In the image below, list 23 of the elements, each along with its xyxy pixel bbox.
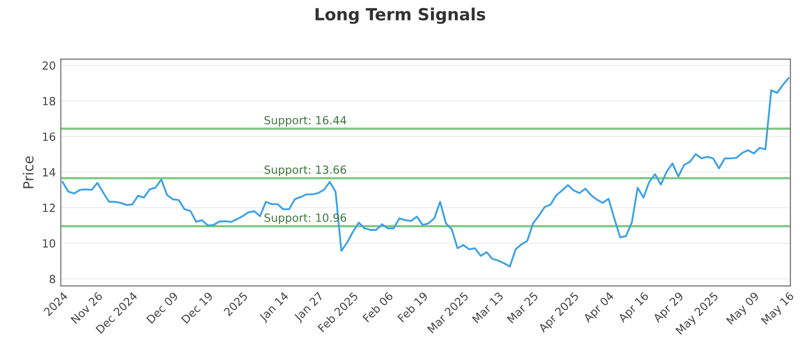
y-tick-label: 10 (43, 239, 56, 248)
y-tick-label: 12 (43, 204, 55, 212)
x-tick-label: Mar 25 (506, 292, 538, 324)
x-tick-label: Dec 09 (146, 292, 178, 324)
y-axis-title: Price (22, 156, 34, 188)
line-series (62, 77, 790, 268)
x-tick-label: Apr 04 (582, 291, 616, 324)
x-tick-label: Jan 27 (293, 292, 326, 324)
x-tick-label: Apr 29 (652, 292, 686, 324)
y-tick-label: 18 (43, 96, 56, 106)
y-tick-label: 14 (43, 168, 56, 176)
y-tick-label: 16 (43, 132, 56, 141)
ref-line-label: Support: 16.44 (264, 116, 346, 127)
chart-title: Long Term Signals (316, 8, 486, 24)
x-tick-label: Feb 19 (397, 291, 428, 323)
x-tick-label: Dec 19 (180, 292, 214, 324)
y-tick-label: 8 (50, 274, 56, 284)
x-tick-label: Feb 06 (362, 291, 394, 323)
y-tick-label: 20 (42, 61, 56, 70)
ref-line-label: Support: 13.66 (264, 165, 346, 176)
x-tick-label: Jan 14 (258, 291, 290, 324)
x-tick-label: Apr 16 (618, 291, 651, 324)
x-tick-label: Mar 13 (472, 292, 504, 324)
